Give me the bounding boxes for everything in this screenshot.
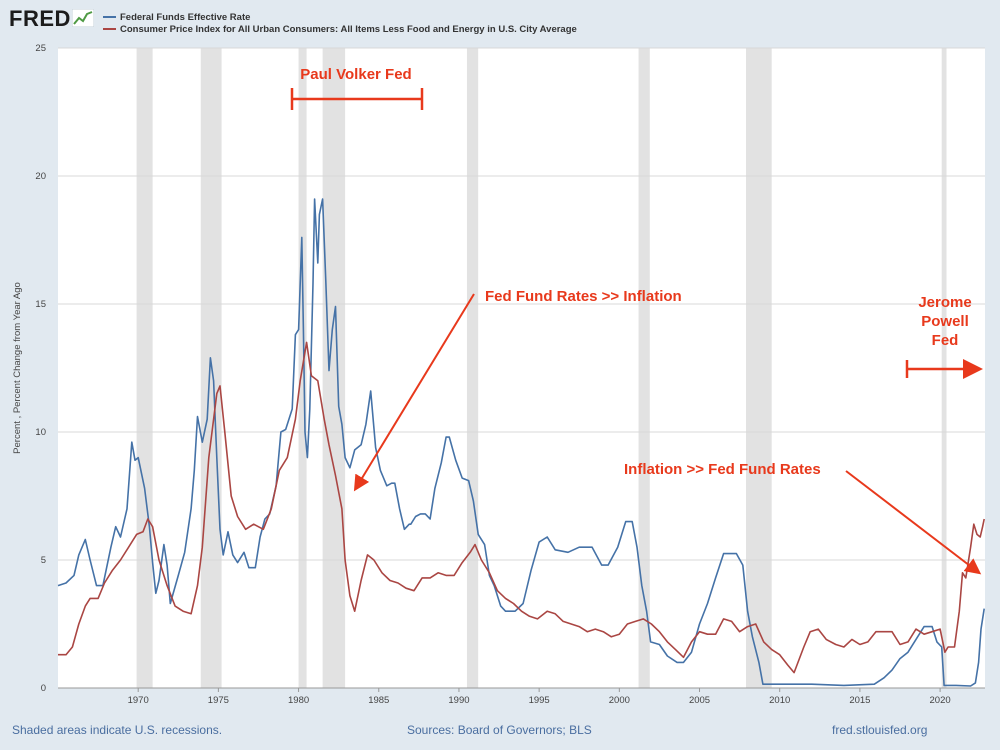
x-tick-label: 2010 — [769, 695, 790, 706]
x-tick-label: 1985 — [368, 695, 389, 706]
legend-label-fed: Federal Funds Effective Rate — [120, 11, 251, 23]
footer: Shaded areas indicate U.S. recessions. S… — [0, 720, 1000, 750]
sources-text: Sources: Board of Governors; BLS — [407, 723, 592, 737]
recession-note: Shaded areas indicate U.S. recessions. — [12, 723, 223, 737]
annotation-rates-arrow — [353, 293, 475, 492]
x-tick-label: 1970 — [128, 695, 149, 706]
legend-swatch-cpi — [103, 28, 116, 30]
annotation-inflation-label: Inflation >> Fed Fund Rates — [624, 461, 821, 478]
y-axis-label: Percent , Percent Change from Year Ago — [12, 282, 23, 454]
x-tick-label: 2005 — [689, 695, 710, 706]
header: FRED Federal Funds Effective Rate Consum… — [0, 0, 1000, 46]
recession-band — [136, 48, 153, 688]
annotation-powell-label: Jerome — [918, 294, 971, 311]
y-tick-label: 5 — [41, 555, 46, 566]
recession-band — [466, 48, 479, 688]
y-tick-label: 25 — [35, 43, 46, 54]
annotation-powell-label: Powell — [921, 313, 969, 330]
x-tick-label: 2000 — [609, 695, 630, 706]
fred-logo[interactable]: FRED — [9, 6, 71, 31]
annotation-powell-label: Fed — [932, 332, 959, 349]
annotation-inflation-arrow — [845, 470, 982, 575]
chart-trend-icon — [72, 9, 94, 27]
plot-background — [58, 48, 985, 688]
x-tick-label: 2015 — [849, 695, 870, 706]
chart-svg: 0 5 10 15 20 25 1970 1975 1980 1985 1990 1995 2000 20… — [12, 43, 985, 706]
x-tick-label: 1980 — [288, 695, 309, 706]
legend-item-cpi: Consumer Price Index for All Urban Consu… — [103, 23, 577, 35]
legend-swatch-fed — [103, 16, 116, 18]
y-tick-label: 10 — [35, 427, 46, 438]
series-line-fed-funds — [57, 198, 985, 687]
x-tick-label: 1995 — [529, 695, 550, 706]
recession-band — [638, 48, 650, 688]
annotation-volker-label: Paul Volker Fed — [300, 66, 411, 83]
site-link[interactable]: fred.stlouisfed.org — [832, 723, 928, 737]
x-tick-label: 1975 — [208, 695, 229, 706]
legend-item-fed: Federal Funds Effective Rate — [103, 11, 577, 23]
recession-band — [746, 48, 772, 688]
legend-label-cpi: Consumer Price Index for All Urban Consu… — [120, 23, 577, 35]
legend: Federal Funds Effective Rate Consumer Pr… — [103, 11, 577, 35]
series-line-cpi — [58, 341, 985, 674]
y-tick-label: 20 — [35, 171, 46, 182]
recession-band — [322, 48, 346, 688]
y-tick-label: 15 — [35, 299, 46, 310]
annotation-rates-label: Fed Fund Rates >> Inflation — [485, 288, 682, 305]
y-tick-label: 0 — [41, 683, 46, 694]
chart-area: 0 5 10 15 20 25 1970 1975 1980 1985 1990 1995 2000 20… — [12, 43, 985, 706]
x-tick-label: 2020 — [930, 695, 951, 706]
x-tick-label: 1990 — [448, 695, 469, 706]
